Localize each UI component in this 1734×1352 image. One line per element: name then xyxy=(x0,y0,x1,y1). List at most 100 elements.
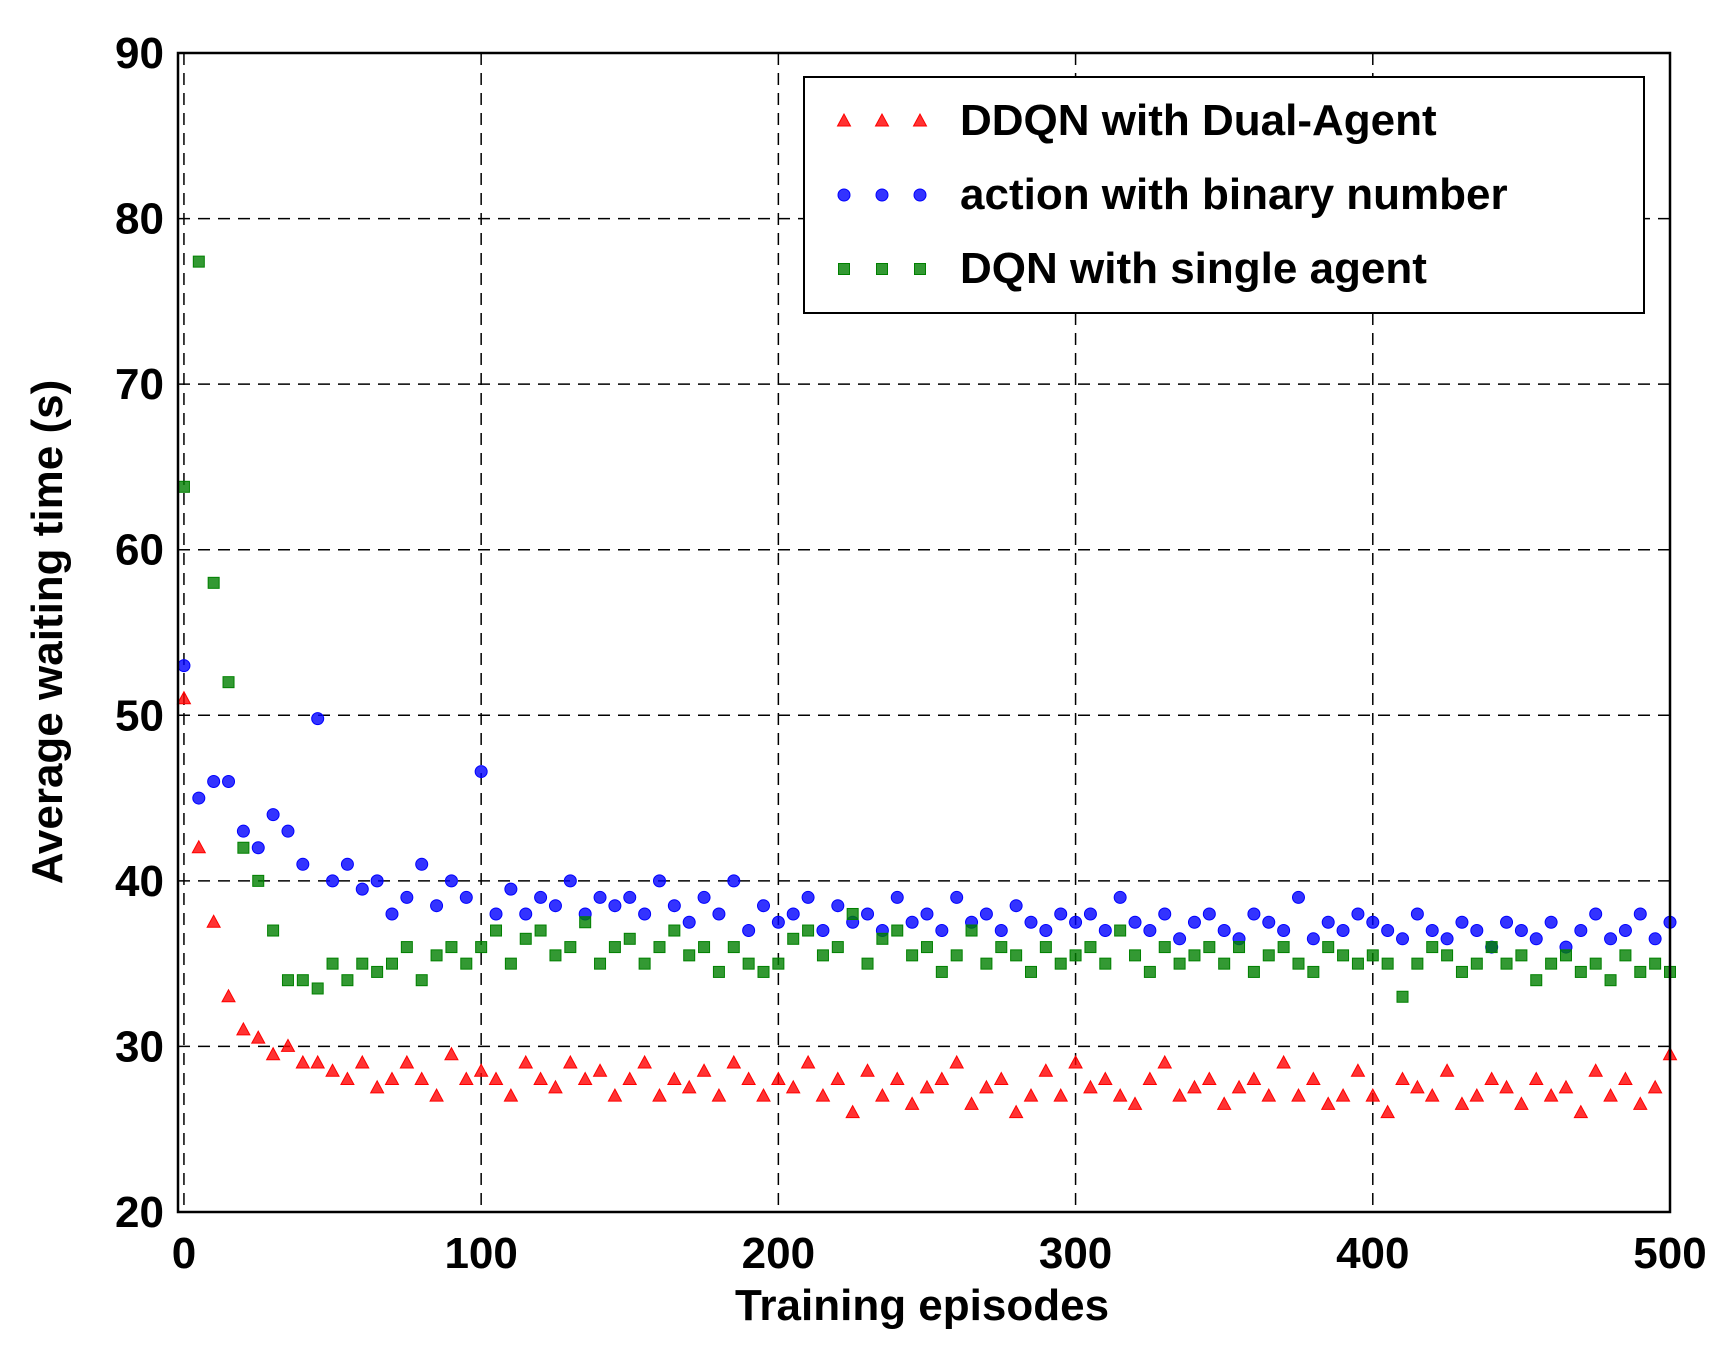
y-tick-label: 30 xyxy=(115,1022,164,1071)
point xyxy=(712,965,725,978)
point xyxy=(354,1054,370,1069)
point xyxy=(384,1071,400,1086)
point xyxy=(772,957,785,970)
point xyxy=(845,1104,861,1119)
point xyxy=(698,941,711,954)
point xyxy=(608,899,622,913)
point xyxy=(356,957,369,970)
point xyxy=(192,255,205,268)
point xyxy=(1454,1096,1470,1110)
point xyxy=(846,907,859,920)
point xyxy=(460,957,473,970)
point xyxy=(741,1071,756,1086)
point xyxy=(207,576,220,589)
point xyxy=(489,907,503,921)
point xyxy=(369,1079,385,1094)
point xyxy=(340,857,354,871)
point xyxy=(236,824,250,838)
point xyxy=(207,775,221,789)
point xyxy=(906,949,919,962)
point xyxy=(1410,907,1424,921)
point xyxy=(1173,957,1186,970)
point xyxy=(1039,941,1052,954)
point xyxy=(326,957,339,970)
point xyxy=(1470,957,1483,970)
point xyxy=(1114,924,1127,937)
legend-marker xyxy=(837,188,851,202)
point xyxy=(1439,1063,1455,1077)
point xyxy=(1647,1079,1663,1094)
point xyxy=(697,890,711,904)
point xyxy=(1485,941,1498,954)
point xyxy=(1276,1054,1291,1069)
point xyxy=(1023,1088,1039,1102)
point xyxy=(802,924,815,937)
legend-marker xyxy=(875,188,889,202)
point xyxy=(562,1054,578,1069)
point xyxy=(993,1071,1009,1086)
point xyxy=(1099,957,1112,970)
point xyxy=(549,949,562,962)
point xyxy=(429,1088,444,1102)
point xyxy=(934,1071,950,1086)
point xyxy=(637,1054,652,1069)
point xyxy=(251,841,265,855)
point xyxy=(1038,1063,1054,1077)
legend-marker xyxy=(912,112,928,127)
point xyxy=(1632,1096,1648,1110)
point xyxy=(919,1079,935,1094)
x-tick-label: 100 xyxy=(444,1229,517,1278)
point xyxy=(1336,924,1350,938)
point xyxy=(1157,1054,1173,1069)
point xyxy=(1424,1088,1440,1102)
point xyxy=(1350,1063,1366,1077)
point xyxy=(475,941,488,954)
point xyxy=(1173,932,1187,946)
x-tick-label: 500 xyxy=(1633,1229,1706,1278)
point xyxy=(594,957,607,970)
y-tick-label: 70 xyxy=(115,360,164,409)
point xyxy=(1098,924,1112,938)
point xyxy=(400,941,413,954)
point xyxy=(965,924,978,937)
point xyxy=(266,808,280,822)
point xyxy=(785,1079,801,1094)
point xyxy=(800,1054,816,1069)
point xyxy=(980,957,993,970)
point xyxy=(1648,932,1662,946)
point xyxy=(920,907,934,921)
point xyxy=(1529,932,1543,946)
point xyxy=(579,916,592,929)
series-square xyxy=(177,255,1676,1003)
point xyxy=(623,932,636,945)
point xyxy=(756,1088,771,1102)
point xyxy=(623,890,637,904)
point xyxy=(638,957,651,970)
point xyxy=(622,1071,638,1086)
point xyxy=(1441,949,1454,962)
point xyxy=(1172,1088,1187,1102)
point xyxy=(905,915,919,929)
point xyxy=(904,1096,920,1110)
point xyxy=(1277,924,1291,938)
point xyxy=(458,1071,474,1086)
point xyxy=(816,949,829,962)
legend-marker xyxy=(876,263,888,275)
point xyxy=(206,914,222,928)
point xyxy=(1320,1096,1336,1110)
point xyxy=(371,965,384,978)
y-tick-label: 90 xyxy=(115,29,164,78)
point xyxy=(771,915,785,929)
point xyxy=(1143,965,1156,978)
point xyxy=(889,1071,905,1086)
point xyxy=(830,1071,846,1086)
point xyxy=(1559,949,1572,962)
point xyxy=(1277,941,1290,954)
point xyxy=(222,775,236,789)
point xyxy=(1440,932,1454,946)
point xyxy=(503,1088,519,1102)
point xyxy=(222,676,235,689)
point xyxy=(1604,932,1618,946)
point xyxy=(1292,957,1305,970)
point xyxy=(979,1079,994,1094)
